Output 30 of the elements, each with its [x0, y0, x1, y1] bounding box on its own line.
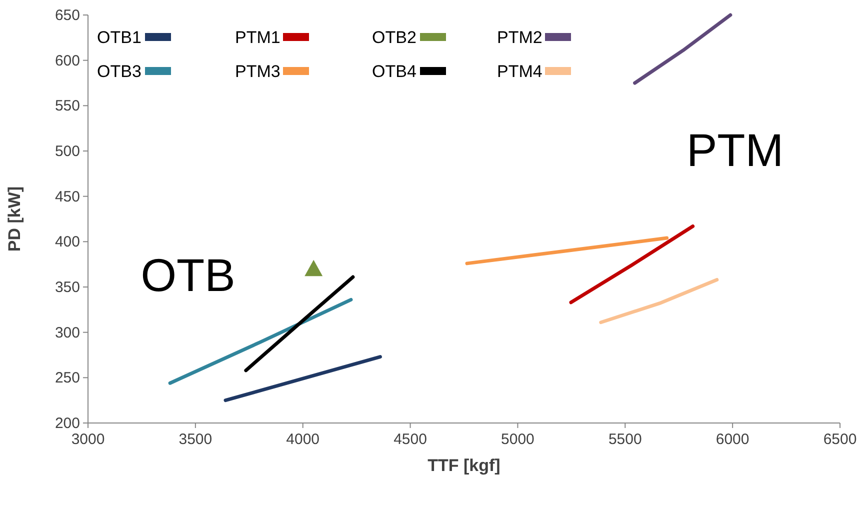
y-tick-label: 550: [54, 98, 80, 115]
x-tick-label: 4000: [286, 431, 320, 448]
y-tick-label: 300: [54, 324, 80, 342]
legend-label: OTB3: [97, 62, 142, 81]
y-tick-label: 250: [54, 370, 80, 387]
y-axis-title: PD [kW]: [5, 186, 24, 252]
annotation: PTM: [686, 124, 784, 176]
x-tick-label: 4500: [394, 431, 427, 448]
x-tick-label: 3000: [71, 431, 105, 448]
y-tick-label: 450: [54, 188, 80, 206]
legend-label: PTM2: [497, 28, 542, 47]
y-tick-label: 350: [54, 279, 80, 296]
legend-label: PTM1: [235, 28, 280, 47]
annotation: OTB: [140, 249, 236, 301]
y-tick-label: 600: [54, 52, 80, 70]
x-tick-label: 6000: [716, 431, 750, 448]
x-tick-label: 3500: [178, 431, 212, 448]
legend-label: PTM4: [497, 62, 542, 81]
legend-label: OTB4: [372, 62, 416, 81]
y-tick-label: 200: [54, 415, 80, 432]
x-tick-label: 6500: [823, 431, 857, 448]
y-tick-label: 500: [54, 143, 80, 160]
y-tick-label: 400: [54, 234, 80, 251]
x-tick-label: 5000: [501, 431, 534, 448]
legend-label: OTB2: [372, 28, 416, 47]
legend-label: PTM3: [235, 62, 280, 81]
x-axis-title: TTF [kgf]: [428, 456, 500, 475]
x-tick-label: 5500: [608, 431, 642, 448]
legend-label: OTB1: [97, 28, 142, 47]
y-tick-label: 650: [54, 7, 80, 24]
